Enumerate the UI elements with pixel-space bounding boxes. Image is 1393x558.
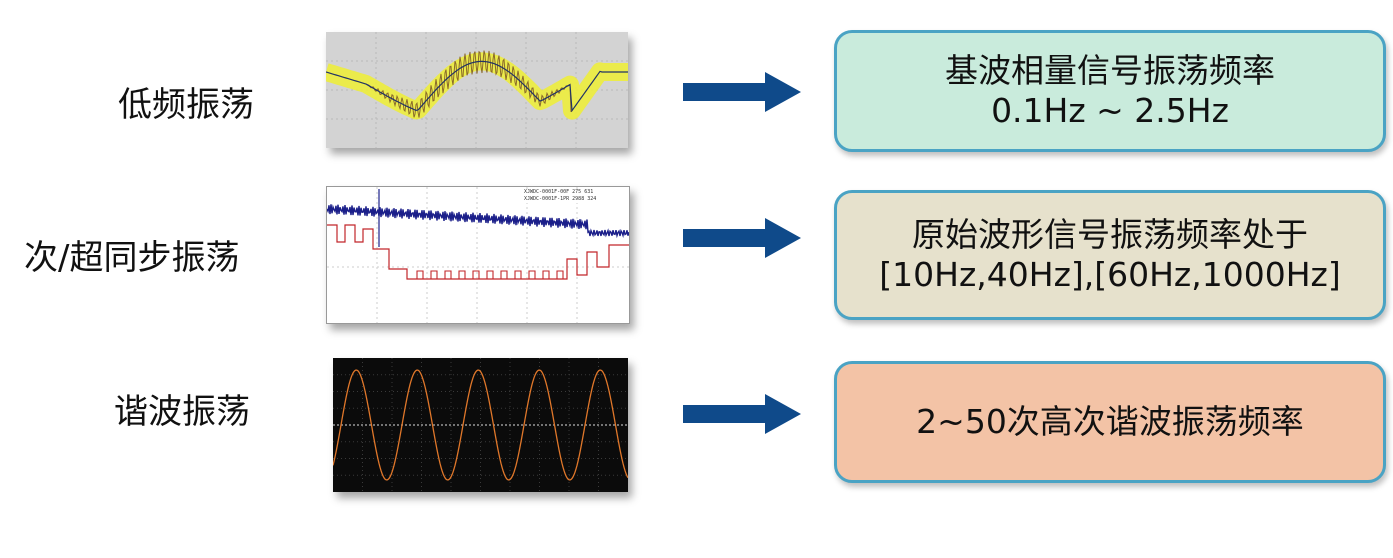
waveform-legend: XJWDC-0001F-00F 275 631 XJWDC-0001F-1PR … xyxy=(524,189,597,203)
red-trace-pulse xyxy=(514,270,522,279)
sub-super-synchronous-waveform-plot xyxy=(327,187,629,323)
arrow-row-1 xyxy=(683,72,803,112)
oscillation-envelope xyxy=(326,52,628,120)
red-trace-pulse xyxy=(486,270,494,279)
arrow-row-3 xyxy=(683,394,803,434)
info-box-harmonic: 2~50次高次谐波振荡频率 xyxy=(834,361,1386,483)
harmonic-waveform-plot xyxy=(333,358,628,492)
sub-super-synchronous-waveform-image: XJWDC-0001F-00F 275 631 XJWDC-0001F-1PR … xyxy=(326,186,630,324)
right-arrow-icon xyxy=(683,218,801,258)
info-box-line-2: 0.1Hz ~ 2.5Hz xyxy=(991,91,1229,130)
waveform-legend-line-1: XJWDC-0001F-00F 275 631 xyxy=(524,189,594,195)
arrow-row-2 xyxy=(683,218,803,258)
info-box-low-frequency: 基波相量信号振荡频率 0.1Hz ~ 2.5Hz xyxy=(834,30,1386,152)
low-frequency-waveform-plot xyxy=(326,32,628,148)
row-label-sub-super-synchronous: 次/超同步振荡 xyxy=(24,238,240,278)
row-label-low-frequency: 低频振荡 xyxy=(118,85,254,125)
info-box-line-1: 原始波形信号振荡频率处于 xyxy=(912,215,1308,254)
harmonic-waveform-image xyxy=(333,358,628,492)
oscillation-trace xyxy=(365,50,572,118)
red-trace-pulse xyxy=(430,270,438,279)
low-frequency-waveform-image xyxy=(326,32,628,148)
red-trace-pulse xyxy=(528,270,536,279)
info-box-sub-super-synchronous: 原始波形信号振荡频率处于 [10Hz,40Hz],[60Hz,1000Hz] xyxy=(834,190,1386,320)
red-trace xyxy=(327,224,629,280)
right-arrow-icon xyxy=(683,72,801,112)
waveform-legend-line-2: XJWDC-0001F-1PR 2988 324 xyxy=(524,196,597,202)
red-trace-pulse xyxy=(500,270,508,279)
blue-trace xyxy=(327,204,629,239)
right-arrow-icon xyxy=(683,394,801,434)
info-box-line-1: 基波相量信号振荡频率 xyxy=(945,51,1275,90)
red-trace-pulse xyxy=(542,270,550,279)
row-label-harmonic: 谐波振荡 xyxy=(114,392,250,432)
red-trace-pulse xyxy=(472,270,480,279)
red-trace-pulse xyxy=(444,270,452,279)
info-box-line-1: 2~50次高次谐波振荡频率 xyxy=(916,402,1304,441)
info-box-line-2: [10Hz,40Hz],[60Hz,1000Hz] xyxy=(879,255,1341,294)
sine-trace xyxy=(333,369,628,481)
red-trace-pulse xyxy=(556,270,564,279)
mean-trace xyxy=(326,60,628,113)
red-trace-pulse xyxy=(416,270,424,279)
red-trace-pulse xyxy=(458,270,466,279)
